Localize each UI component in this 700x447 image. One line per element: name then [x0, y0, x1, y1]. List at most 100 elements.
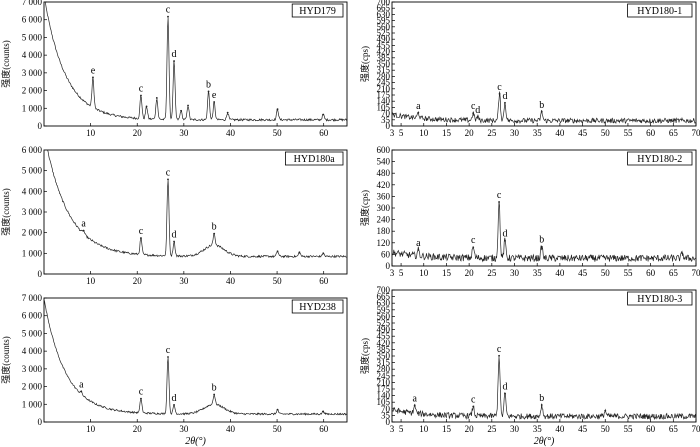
peak-phase-label: d: [502, 229, 507, 240]
x-tick-label: 10: [419, 424, 429, 434]
y-tick-label: 4 000: [22, 186, 43, 196]
peak-point: [187, 104, 189, 107]
peak-phase-label: c: [471, 101, 476, 112]
y-tick-label: 630: [377, 9, 391, 19]
y-tick-label: 630: [377, 298, 391, 308]
peak-point: [80, 390, 83, 393]
y-tick-label: 140: [377, 391, 391, 401]
peak-phase-label: a: [416, 238, 421, 249]
x-tick-label: 60: [319, 276, 329, 286]
peak-phase-label: c: [497, 82, 502, 93]
y-tick-label: 455: [377, 40, 391, 50]
peak-point: [298, 251, 301, 254]
y-tick-label: 5 000: [22, 166, 43, 176]
sample-label-box: [284, 151, 344, 166]
y-tick-label: 3 000: [22, 207, 43, 217]
x-tick-label: 70: [692, 424, 700, 434]
x-tick-label: 25: [487, 128, 497, 138]
peak-point: [173, 60, 175, 62]
x-tick-label: 50: [273, 424, 283, 434]
y-tick-label: 7 000: [22, 293, 43, 303]
x-tick-label: 5: [399, 128, 404, 138]
peak-point: [145, 105, 148, 108]
peak-point: [92, 76, 94, 79]
y-tick-label: 700: [377, 0, 391, 7]
sample-label: HYD180-1: [637, 6, 682, 17]
y-axis-label: 强度(counts): [0, 188, 11, 236]
peak-point: [681, 252, 684, 255]
peak-point: [498, 354, 500, 357]
y-tick-label: 70: [381, 404, 391, 414]
x-tick-label: 15: [442, 424, 452, 434]
x-tick-label: 20: [133, 276, 143, 286]
peak-point: [173, 240, 175, 243]
y-axis-label: 强度(counts): [0, 40, 11, 88]
peak-point: [226, 111, 229, 114]
x-tick-label: 10: [86, 128, 96, 138]
y-tick-label: 455: [377, 331, 391, 341]
peak-phase-label: b: [206, 79, 211, 90]
y-tick-label: 0: [386, 417, 391, 427]
x-tick-label: 60: [319, 424, 329, 434]
x-tick-label: 5: [399, 424, 404, 434]
y-tick-label: 420: [377, 338, 391, 348]
peak-point: [498, 93, 501, 95]
peak-point: [476, 115, 479, 118]
y-tick-label: 350: [377, 351, 391, 361]
x-tick-label: 30: [179, 424, 189, 434]
peak-point: [322, 252, 325, 255]
peak-phase-label: e: [212, 90, 217, 101]
y-tick-label: 280: [377, 364, 391, 374]
peak-point: [167, 178, 169, 181]
peak-phase-label: c: [497, 190, 502, 201]
y-axis-label: 强度(cps): [359, 46, 370, 82]
peak-phase-label: d: [475, 105, 480, 116]
peak-point: [604, 409, 607, 412]
y-tick-label: 175: [377, 90, 391, 100]
x-tick-label: 40: [555, 424, 565, 434]
y-tick-label: 2 000: [22, 86, 43, 96]
peak-point: [540, 110, 543, 113]
x-tick-label: 25: [487, 268, 497, 278]
y-tick-label: 700: [377, 285, 391, 295]
y-tick-label: 600: [377, 145, 391, 155]
y-tick-label: 420: [377, 180, 391, 190]
sample-label: HYD179: [299, 6, 336, 17]
sample-label-box: [627, 291, 693, 306]
peak-phase-label: c: [139, 83, 144, 94]
x-tick-label: 3: [390, 268, 395, 278]
y-tick-label: 385: [377, 344, 391, 354]
y-tick-label: 0: [38, 121, 43, 131]
peak-point: [504, 392, 506, 395]
y-tick-label: 540: [377, 157, 391, 167]
sample-label-box: [291, 299, 344, 314]
y-tick-label: 140: [377, 96, 391, 106]
x-tick-label: 40: [226, 276, 236, 286]
sample-label-box: [627, 151, 693, 166]
x-tick-label: 50: [601, 268, 611, 278]
peak-point: [472, 405, 475, 408]
peak-phase-label: d: [172, 393, 177, 404]
diffraction-trace: [391, 91, 697, 125]
y-tick-label: 105: [377, 397, 391, 407]
y-tick-label: 0: [386, 261, 391, 271]
peak-point: [322, 410, 325, 413]
peak-phase-label: c: [497, 344, 502, 355]
y-tick-label: 360: [377, 191, 391, 201]
x-tick-label: 30: [510, 268, 520, 278]
peak-phase-label: d: [502, 382, 507, 393]
peak-point: [155, 97, 158, 99]
x-tick-label: 35: [533, 128, 543, 138]
diffraction-trace: [44, 149, 348, 259]
sample-label-box: [291, 3, 344, 18]
peak-point: [472, 112, 475, 115]
y-tick-label: 105: [377, 102, 391, 112]
x-axis-label: 2θ(°): [534, 436, 555, 447]
x-tick-label: 50: [273, 128, 283, 138]
y-tick-label: 210: [377, 84, 391, 94]
y-tick-label: 490: [377, 325, 391, 335]
xrd-panel-4: 0357010514017521024528031535038542045549…: [359, 0, 700, 138]
y-tick-label: 70: [381, 109, 391, 119]
peak-point: [173, 404, 175, 406]
